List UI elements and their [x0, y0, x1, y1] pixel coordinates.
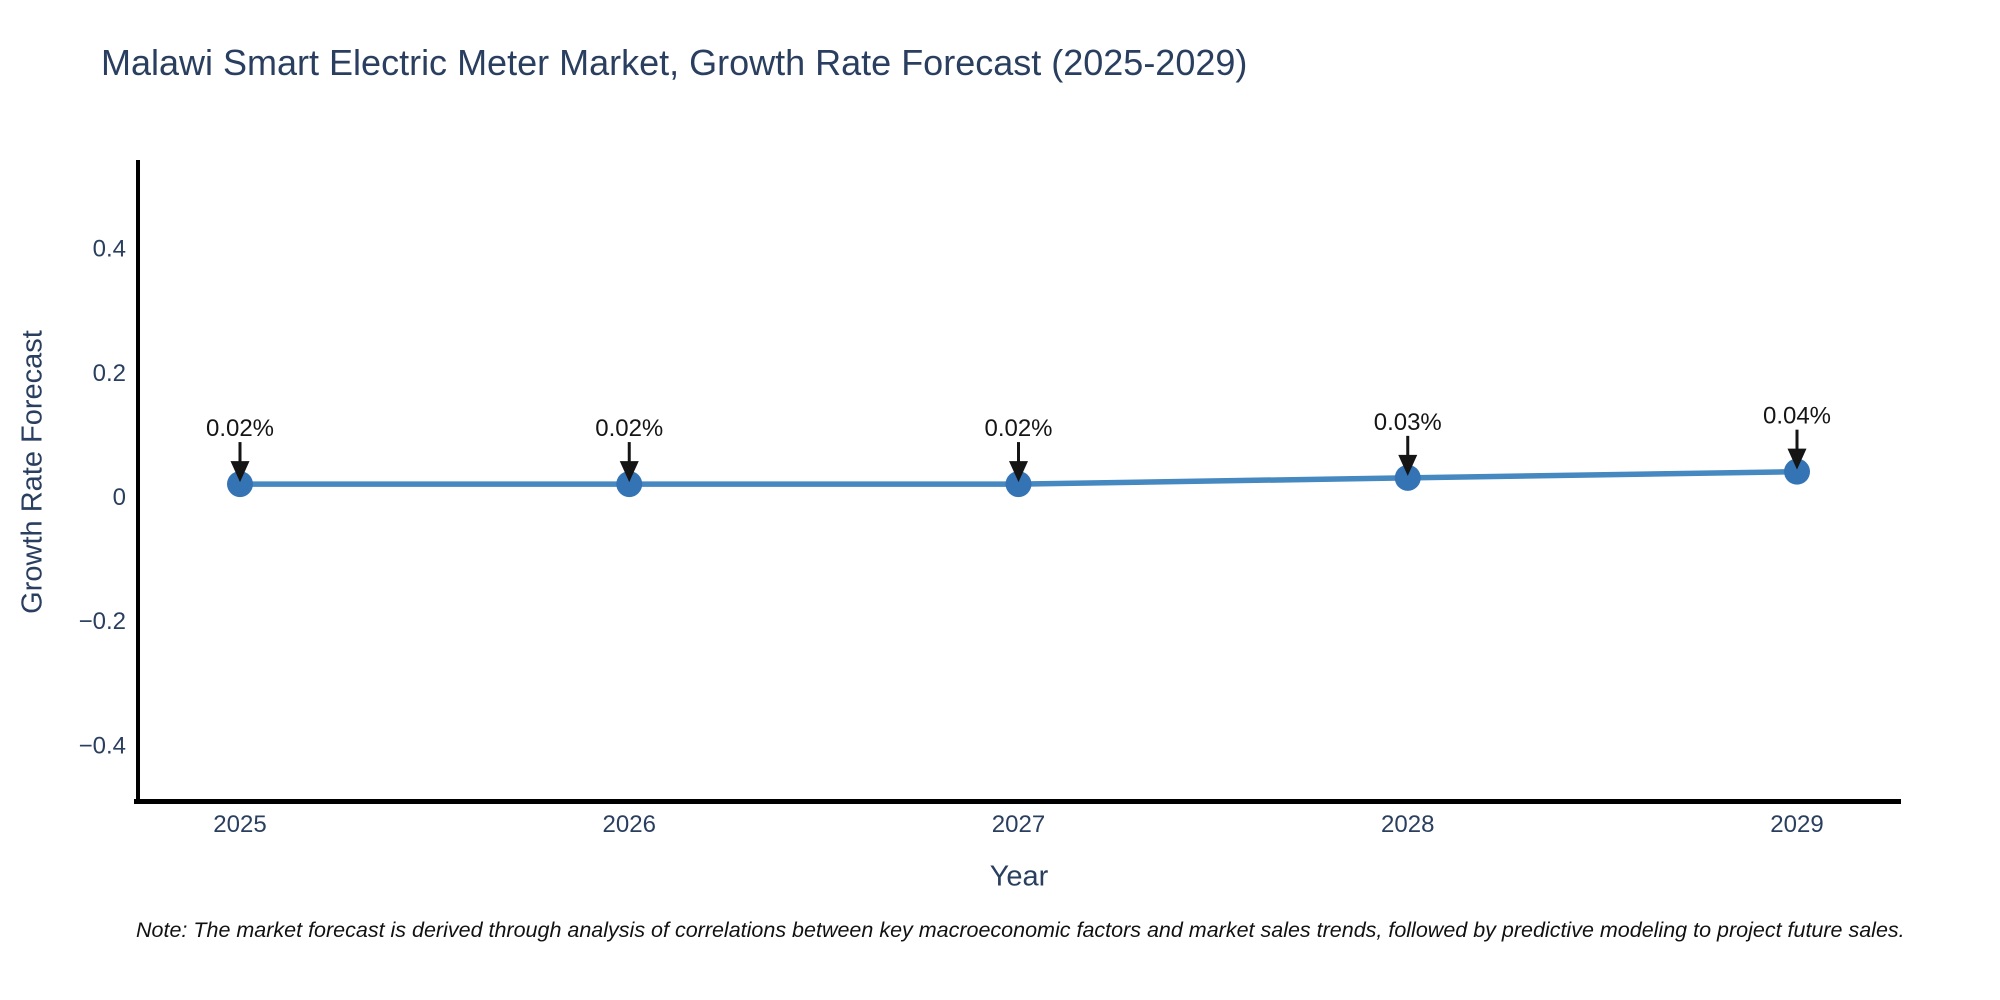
y-tick-label: −0.4	[79, 732, 126, 759]
x-tick-label: 2026	[603, 811, 656, 838]
annotation-label: 0.02%	[206, 415, 274, 442]
annotation-arrowhead	[1009, 461, 1028, 483]
data-point-marker	[1784, 458, 1810, 485]
annotation-label: 0.03%	[1374, 409, 1442, 436]
annotation-arrowhead	[1787, 448, 1807, 470]
chart-title: Malawi Smart Electric Meter Market, Grow…	[101, 42, 1248, 83]
data-point-marker	[616, 471, 643, 498]
y-tick-label: 0.2	[93, 360, 126, 387]
data-point-marker	[1394, 464, 1421, 491]
y-axis-tick-labels: 0.4 0.2 0 −0.2 −0.4	[79, 236, 126, 760]
annotation-label: 0.04%	[1763, 403, 1831, 430]
x-axis-tick-labels: 2025 2026 2027 2028 2029	[213, 811, 1823, 838]
x-tick-label: 2029	[1770, 811, 1823, 838]
x-tick-label: 2028	[1381, 811, 1434, 838]
annotation-label: 0.02%	[595, 415, 663, 442]
x-axis-title: Year	[989, 860, 1049, 893]
annotation-arrowhead	[230, 461, 250, 483]
y-tick-label: 0	[113, 484, 126, 511]
footnote: Note: The market forecast is derived thr…	[136, 918, 1905, 942]
annotation-arrowhead	[1398, 454, 1418, 476]
data-point-markers	[227, 458, 1810, 498]
data-point-annotations: 0.02% 0.02% 0.02% 0.03% 0.04%	[206, 403, 1831, 483]
data-point-marker	[227, 471, 253, 498]
y-tick-label: 0.4	[93, 236, 126, 263]
x-tick-label: 2027	[992, 811, 1045, 838]
annotation-label: 0.02%	[984, 415, 1052, 442]
annotation-arrowhead	[619, 461, 639, 483]
data-point-marker	[1005, 471, 1032, 498]
y-tick-label: −0.2	[79, 608, 126, 635]
x-tick-label: 2025	[213, 811, 266, 838]
